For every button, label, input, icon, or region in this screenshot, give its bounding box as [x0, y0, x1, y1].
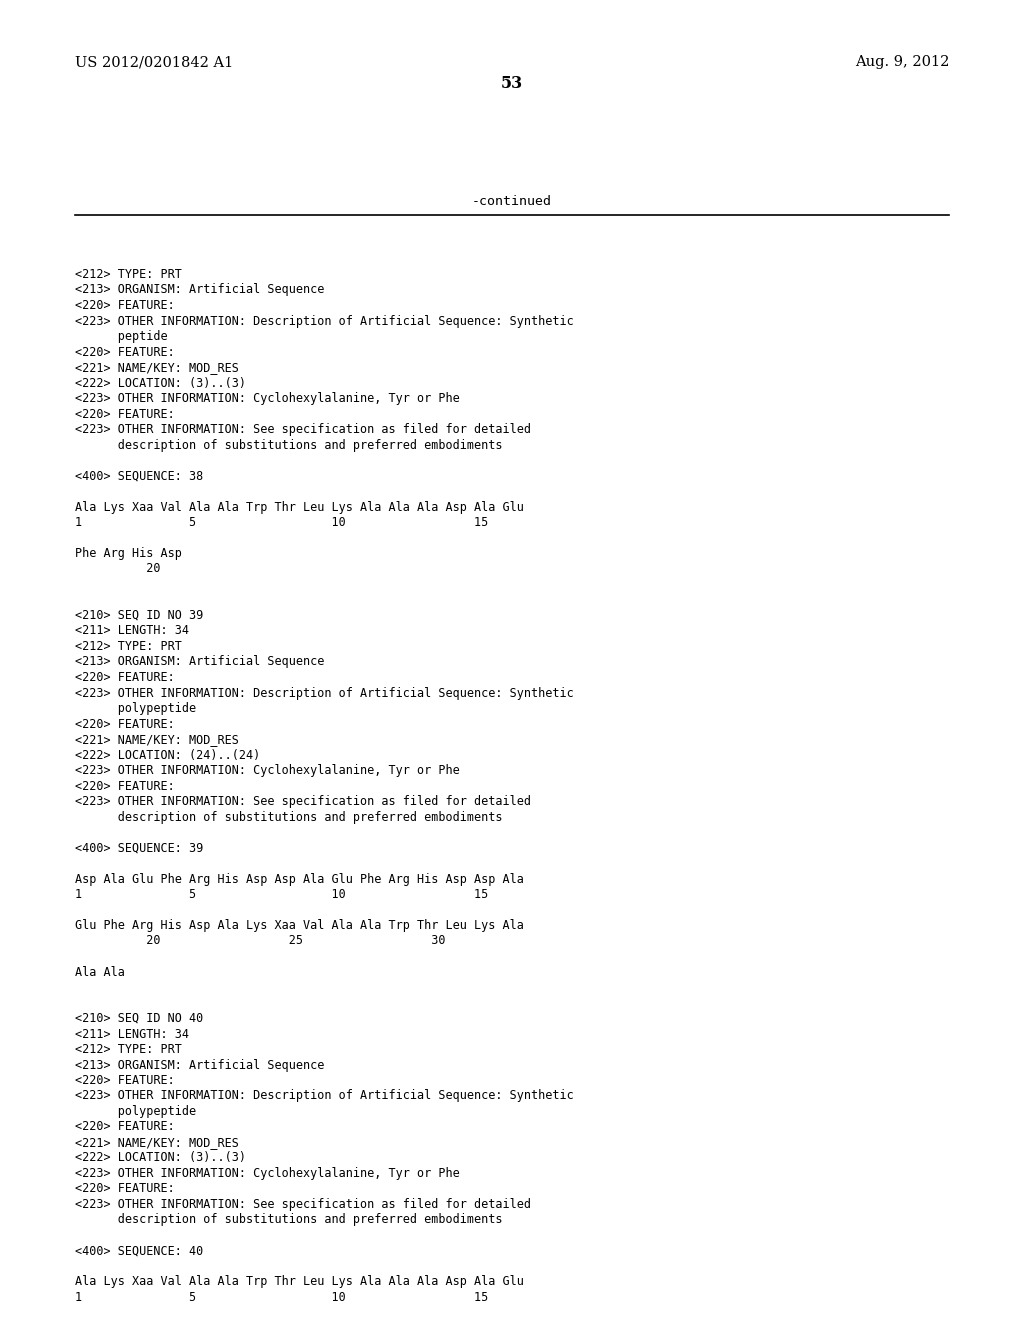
Text: <220> FEATURE:: <220> FEATURE: — [75, 780, 175, 792]
Text: <213> ORGANISM: Artificial Sequence: <213> ORGANISM: Artificial Sequence — [75, 284, 325, 297]
Text: 1               5                   10                  15: 1 5 10 15 — [75, 888, 488, 902]
Text: description of substitutions and preferred embodiments: description of substitutions and preferr… — [75, 810, 503, 824]
Text: <220> FEATURE:: <220> FEATURE: — [75, 408, 175, 421]
Text: 20                  25                  30: 20 25 30 — [75, 935, 445, 948]
Text: <212> TYPE: PRT: <212> TYPE: PRT — [75, 268, 182, 281]
Text: polypeptide: polypeptide — [75, 1105, 197, 1118]
Text: Ala Lys Xaa Val Ala Ala Trp Thr Leu Lys Ala Ala Ala Asp Ala Glu: Ala Lys Xaa Val Ala Ala Trp Thr Leu Lys … — [75, 1275, 524, 1288]
Text: Aug. 9, 2012: Aug. 9, 2012 — [855, 55, 949, 69]
Text: <213> ORGANISM: Artificial Sequence: <213> ORGANISM: Artificial Sequence — [75, 1059, 325, 1072]
Text: <223> OTHER INFORMATION: Description of Artificial Sequence: Synthetic: <223> OTHER INFORMATION: Description of … — [75, 314, 573, 327]
Text: <220> FEATURE:: <220> FEATURE: — [75, 346, 175, 359]
Text: US 2012/0201842 A1: US 2012/0201842 A1 — [75, 55, 233, 69]
Text: <220> FEATURE:: <220> FEATURE: — [75, 671, 175, 684]
Text: <220> FEATURE:: <220> FEATURE: — [75, 1121, 175, 1134]
Text: Phe Arg His Asp: Phe Arg His Asp — [75, 546, 182, 560]
Text: <222> LOCATION: (24)..(24): <222> LOCATION: (24)..(24) — [75, 748, 260, 762]
Text: polypeptide: polypeptide — [75, 702, 197, 715]
Text: <213> ORGANISM: Artificial Sequence: <213> ORGANISM: Artificial Sequence — [75, 656, 325, 668]
Text: <212> TYPE: PRT: <212> TYPE: PRT — [75, 640, 182, 653]
Text: <221> NAME/KEY: MOD_RES: <221> NAME/KEY: MOD_RES — [75, 1137, 239, 1148]
Text: <400> SEQUENCE: 39: <400> SEQUENCE: 39 — [75, 842, 203, 854]
Text: <223> OTHER INFORMATION: See specification as filed for detailed: <223> OTHER INFORMATION: See specificati… — [75, 795, 531, 808]
Text: <220> FEATURE:: <220> FEATURE: — [75, 1074, 175, 1086]
Text: Ala Lys Xaa Val Ala Ala Trp Thr Leu Lys Ala Ala Ala Asp Ala Glu: Ala Lys Xaa Val Ala Ala Trp Thr Leu Lys … — [75, 500, 524, 513]
Text: Glu Phe Arg His Asp Ala Lys Xaa Val Ala Ala Trp Thr Leu Lys Ala: Glu Phe Arg His Asp Ala Lys Xaa Val Ala … — [75, 919, 524, 932]
Text: <210> SEQ ID NO 39: <210> SEQ ID NO 39 — [75, 609, 203, 622]
Text: <211> LENGTH: 34: <211> LENGTH: 34 — [75, 624, 189, 638]
Text: -continued: -continued — [472, 195, 552, 209]
Text: <220> FEATURE:: <220> FEATURE: — [75, 1183, 175, 1196]
Text: Ala Ala: Ala Ala — [75, 965, 125, 978]
Text: 53: 53 — [501, 75, 523, 92]
Text: description of substitutions and preferred embodiments: description of substitutions and preferr… — [75, 438, 503, 451]
Text: <222> LOCATION: (3)..(3): <222> LOCATION: (3)..(3) — [75, 1151, 246, 1164]
Text: <212> TYPE: PRT: <212> TYPE: PRT — [75, 1043, 182, 1056]
Text: description of substitutions and preferred embodiments: description of substitutions and preferr… — [75, 1213, 503, 1226]
Text: 20: 20 — [75, 562, 161, 576]
Text: <220> FEATURE:: <220> FEATURE: — [75, 300, 175, 312]
Text: <223> OTHER INFORMATION: Description of Artificial Sequence: Synthetic: <223> OTHER INFORMATION: Description of … — [75, 686, 573, 700]
Text: <223> OTHER INFORMATION: Description of Artificial Sequence: Synthetic: <223> OTHER INFORMATION: Description of … — [75, 1089, 573, 1102]
Text: 1               5                   10                  15: 1 5 10 15 — [75, 1291, 488, 1304]
Text: Asp Ala Glu Phe Arg His Asp Asp Ala Glu Phe Arg His Asp Asp Ala: Asp Ala Glu Phe Arg His Asp Asp Ala Glu … — [75, 873, 524, 886]
Text: <211> LENGTH: 34: <211> LENGTH: 34 — [75, 1027, 189, 1040]
Text: peptide: peptide — [75, 330, 168, 343]
Text: <400> SEQUENCE: 38: <400> SEQUENCE: 38 — [75, 470, 203, 483]
Text: <223> OTHER INFORMATION: See specification as filed for detailed: <223> OTHER INFORMATION: See specificati… — [75, 422, 531, 436]
Text: <210> SEQ ID NO 40: <210> SEQ ID NO 40 — [75, 1012, 203, 1026]
Text: <400> SEQUENCE: 40: <400> SEQUENCE: 40 — [75, 1245, 203, 1258]
Text: <221> NAME/KEY: MOD_RES: <221> NAME/KEY: MOD_RES — [75, 733, 239, 746]
Text: 1               5                   10                  15: 1 5 10 15 — [75, 516, 488, 529]
Text: <221> NAME/KEY: MOD_RES: <221> NAME/KEY: MOD_RES — [75, 360, 239, 374]
Text: <223> OTHER INFORMATION: Cyclohexylalanine, Tyr or Phe: <223> OTHER INFORMATION: Cyclohexylalani… — [75, 1167, 460, 1180]
Text: <223> OTHER INFORMATION: See specification as filed for detailed: <223> OTHER INFORMATION: See specificati… — [75, 1199, 531, 1210]
Text: <223> OTHER INFORMATION: Cyclohexylalanine, Tyr or Phe: <223> OTHER INFORMATION: Cyclohexylalani… — [75, 764, 460, 777]
Text: <222> LOCATION: (3)..(3): <222> LOCATION: (3)..(3) — [75, 376, 246, 389]
Text: <220> FEATURE:: <220> FEATURE: — [75, 718, 175, 730]
Text: <223> OTHER INFORMATION: Cyclohexylalanine, Tyr or Phe: <223> OTHER INFORMATION: Cyclohexylalani… — [75, 392, 460, 405]
